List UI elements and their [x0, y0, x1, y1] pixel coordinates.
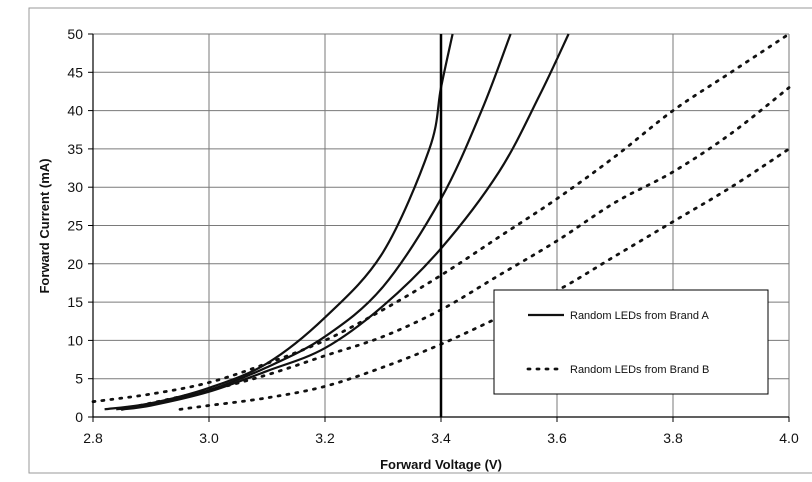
brand-b-series-line-4 — [91, 32, 791, 404]
brand-b-series-line-5 — [120, 86, 791, 411]
y-tick-label: 20 — [67, 256, 83, 272]
x-tick-label: 2.8 — [83, 430, 103, 446]
legend-label-1: Random LEDs from Brand A — [570, 310, 709, 322]
y-tick-label: 40 — [67, 103, 83, 119]
brand-b-series-line-6 — [178, 147, 791, 411]
legend-label-2: Random LEDs from Brand B — [570, 364, 709, 376]
brand-a-series-line-3 — [121, 33, 570, 411]
axes: 2.8 3.0 3.2 3.4 3.6 3.8 4.0 0 5 10 15 20 25 30 35 40 45 5… — [28, 7, 812, 474]
y-tick-label: 30 — [67, 179, 83, 195]
x-tick-label: 3.2 — [315, 430, 335, 446]
brand-a-series-line-1 — [104, 33, 454, 411]
y-tick-label: 35 — [67, 141, 83, 157]
y-tick-label: 50 — [67, 26, 83, 42]
y-tick-label: 45 — [67, 64, 83, 80]
y-tick-label: 0 — [75, 409, 83, 425]
y-axis-title: Forward Current (mA) — [37, 158, 52, 293]
x-tick-label: 3.6 — [547, 430, 567, 446]
figure-border — [28, 7, 812, 474]
x-tick-label: 4.0 — [779, 430, 799, 446]
y-tick-label: 15 — [67, 294, 83, 310]
x-tick-label: 3.8 — [663, 430, 683, 446]
y-tick-label: 10 — [67, 332, 83, 348]
legend: Random LEDs from Brand A Random LEDs from… — [493, 289, 769, 395]
x-axis-title: Forward Voltage (V) — [380, 457, 502, 472]
series-group — [91, 32, 791, 411]
legend-box — [493, 289, 769, 395]
y-tick-label: 5 — [75, 371, 83, 387]
y-tick-label: 25 — [67, 218, 83, 234]
x-tick-label: 3.0 — [199, 430, 219, 446]
x-tick-label: 3.4 — [431, 430, 451, 446]
